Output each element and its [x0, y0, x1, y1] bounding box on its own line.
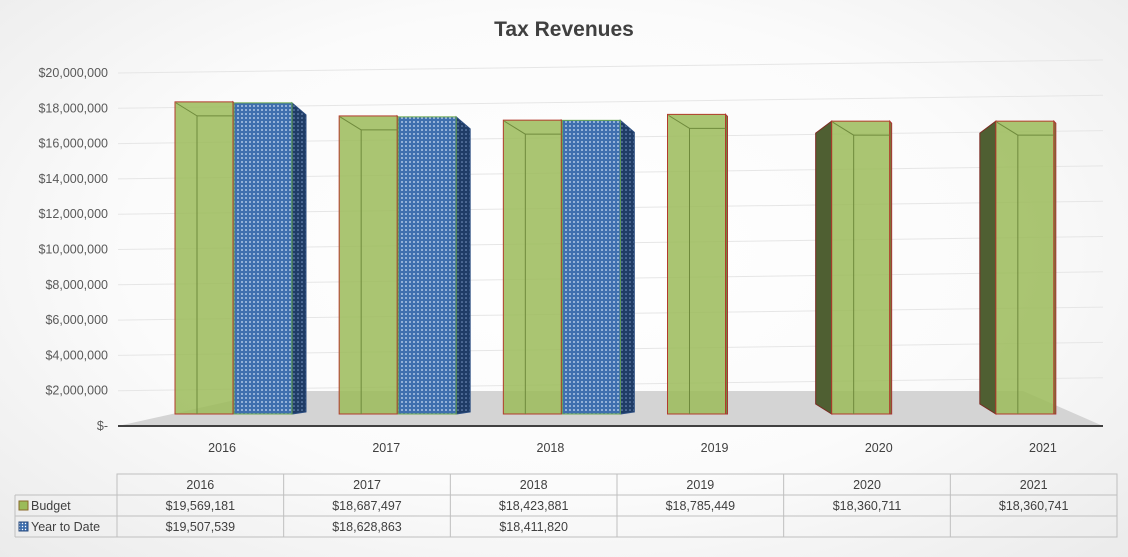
y-tick-label: $16,000,000	[38, 137, 108, 151]
bar-ytd-side	[291, 101, 307, 415]
table-data-cell: $18,423,881	[499, 499, 569, 513]
legend-label-budget: Budget	[31, 499, 71, 513]
table-header-cell: 2016	[186, 478, 214, 492]
x-tick-label: 2019	[701, 441, 729, 455]
x-tick-label: 2021	[1029, 441, 1057, 455]
chart-title: Tax Revenues	[494, 18, 634, 41]
bar-ytd-2017	[397, 116, 457, 415]
y-tick-label: $-	[97, 419, 108, 433]
bar-ytd-side	[455, 115, 471, 415]
bar-budget-2017	[338, 115, 398, 415]
bar-budget-2020	[831, 120, 891, 415]
y-tick-label: $12,000,000	[38, 207, 108, 221]
x-tick-label: 2017	[372, 441, 400, 455]
legend-key-ytd	[18, 521, 29, 532]
y-tick-label: $20,000,000	[38, 66, 108, 80]
table-data-cell: $18,628,863	[332, 520, 402, 534]
table-data-cell: $18,785,449	[666, 499, 736, 513]
bar-budget-2019	[667, 113, 726, 415]
table-header-cell: 2017	[353, 478, 381, 492]
table-data-cell: $18,360,741	[999, 499, 1069, 513]
x-tick-label: 2016	[208, 441, 236, 455]
bar-ytd-2018	[561, 119, 621, 415]
bar-budget-2018	[502, 119, 562, 415]
legend-label-ytd: Year to Date	[31, 520, 100, 534]
x-tick-label: 2020	[865, 441, 893, 455]
x-tick-label: 2018	[537, 441, 565, 455]
y-tick-label: $6,000,000	[45, 313, 108, 327]
bar-ytd-side	[619, 119, 635, 415]
table-header-cell: 2019	[686, 478, 714, 492]
bar-ytd-2016	[233, 102, 293, 415]
bar-budget-2021	[995, 120, 1055, 415]
table-header-cell: 2021	[1020, 478, 1048, 492]
bar-budget-left-face	[815, 120, 833, 415]
y-tick-label: $14,000,000	[38, 172, 108, 186]
y-tick-label: $18,000,000	[38, 101, 108, 115]
bar-budget-left-face	[979, 120, 997, 415]
y-tick-label: $10,000,000	[38, 243, 108, 257]
y-tick-label: $2,000,000	[45, 384, 108, 398]
bar-budget-2016	[174, 101, 234, 415]
table-data-cell: $19,507,539	[166, 520, 236, 534]
y-tick-label: $4,000,000	[45, 348, 108, 362]
table-data-cell: $19,569,181	[166, 499, 236, 513]
table-header-cell: 2018	[520, 478, 548, 492]
table-data-cell: $18,360,711	[833, 499, 902, 513]
gridline	[117, 59, 1104, 74]
table-header-cell: 2020	[853, 478, 881, 492]
table-data-cell: $18,687,497	[332, 499, 402, 513]
legend-key-budget	[18, 500, 29, 511]
y-tick-label: $8,000,000	[45, 278, 108, 292]
table-data-cell: $18,411,820	[499, 520, 568, 534]
